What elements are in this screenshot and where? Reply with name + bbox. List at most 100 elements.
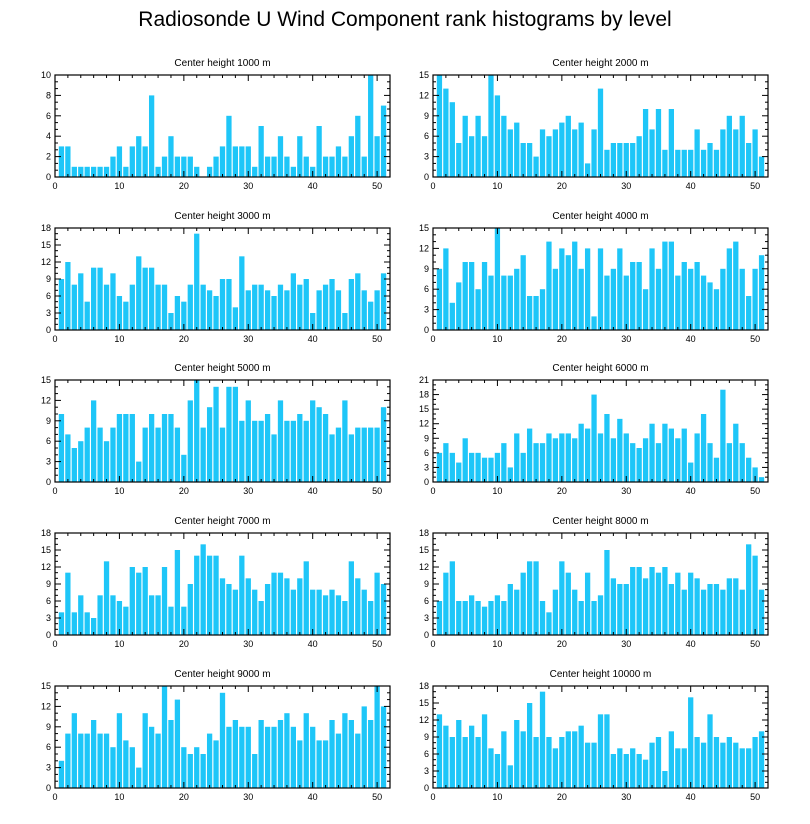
- histogram-bar: [374, 686, 380, 788]
- x-tick-label: 20: [179, 792, 189, 802]
- histogram-bar: [501, 115, 507, 177]
- histogram-bar: [604, 414, 610, 482]
- histogram-bar: [739, 748, 745, 788]
- histogram-bar: [342, 156, 348, 177]
- histogram-bar: [700, 414, 707, 482]
- histogram-bar: [142, 713, 148, 788]
- histogram-bar: [443, 443, 449, 482]
- y-tick-label: 0: [424, 630, 429, 640]
- histogram-bar: [245, 578, 251, 635]
- histogram-bar: [136, 136, 142, 177]
- histogram-bar: [449, 561, 455, 635]
- histogram-bar: [284, 713, 290, 788]
- histogram-bar: [161, 284, 168, 330]
- histogram-bar: [335, 146, 342, 177]
- histogram-bar: [746, 143, 752, 177]
- histogram-bar: [617, 584, 623, 635]
- histogram-bar: [436, 601, 443, 635]
- histogram-bar: [123, 414, 129, 482]
- histogram-bar: [368, 720, 374, 788]
- y-tick-label: 9: [46, 579, 51, 589]
- histogram-bar: [181, 454, 187, 482]
- histogram-bar: [58, 612, 65, 635]
- histogram-bar: [174, 427, 181, 482]
- histogram-bar: [449, 452, 455, 482]
- histogram-bar: [681, 149, 687, 177]
- histogram-bar: [720, 389, 726, 482]
- histogram-bar: [694, 129, 700, 177]
- histogram-bar: [520, 731, 526, 788]
- histogram-bar: [194, 555, 200, 635]
- histogram-bar: [662, 567, 668, 635]
- histogram-bar: [65, 262, 71, 330]
- histogram-bar: [604, 714, 610, 788]
- histogram-bar: [187, 584, 193, 635]
- histogram-bar: [630, 748, 636, 788]
- histogram-bar: [514, 720, 520, 788]
- histogram-bar: [462, 262, 468, 330]
- histogram-bar: [675, 275, 681, 330]
- histogram-bar: [110, 273, 116, 330]
- histogram-bar: [232, 720, 239, 788]
- histogram-bar: [636, 448, 642, 482]
- histogram-bar: [642, 438, 649, 482]
- histogram-bar: [642, 109, 649, 177]
- histogram-bar: [469, 262, 475, 330]
- y-tick-label: 12: [41, 395, 51, 405]
- x-tick-label: 10: [114, 792, 124, 802]
- histogram-bar: [110, 427, 116, 482]
- y-tick-label: 15: [41, 545, 51, 555]
- x-tick-label: 40: [686, 639, 696, 649]
- histogram-bar: [501, 731, 507, 788]
- x-tick-label: 40: [308, 792, 318, 802]
- y-tick-label: 0: [424, 783, 429, 793]
- histogram-bar: [597, 248, 604, 330]
- histogram-bar: [187, 156, 193, 177]
- histogram-bar: [219, 427, 226, 482]
- histogram-bar: [84, 301, 90, 330]
- histogram-bar: [752, 268, 758, 330]
- histogram-bar: [636, 136, 642, 177]
- histogram-bar: [726, 115, 732, 177]
- histogram-bar: [449, 737, 455, 788]
- panel-title: Center height 7000 m: [174, 516, 270, 527]
- x-tick-label: 40: [308, 181, 318, 191]
- histogram-bar: [258, 601, 264, 635]
- histogram-bar: [58, 146, 65, 177]
- histogram-bar: [380, 584, 387, 635]
- histogram-bar: [565, 255, 571, 330]
- histogram-bar: [348, 720, 354, 788]
- x-tick-label: 50: [750, 334, 760, 344]
- histogram-bar: [507, 275, 513, 330]
- histogram-bar: [546, 136, 552, 177]
- histogram-bar: [136, 256, 142, 330]
- histogram-bar: [559, 122, 565, 177]
- histogram-bar: [206, 733, 213, 788]
- histogram-bar: [475, 737, 481, 788]
- histogram-bar: [84, 427, 90, 482]
- histogram-bar: [610, 268, 617, 330]
- plot-frame: [54, 532, 391, 636]
- histogram-bar: [78, 733, 84, 788]
- histogram-bar: [110, 595, 116, 635]
- histogram-bar: [129, 567, 135, 635]
- histogram-bar: [720, 268, 726, 330]
- histogram-bar: [348, 561, 354, 635]
- histogram-bar: [494, 595, 501, 635]
- histogram-bar: [688, 572, 694, 635]
- histogram-bar: [116, 296, 123, 330]
- histogram-bar: [520, 452, 526, 482]
- histogram-bar: [655, 572, 662, 635]
- histogram-bar: [733, 423, 739, 482]
- histogram-bar: [264, 414, 271, 482]
- histogram-bar: [58, 279, 65, 330]
- y-tick-label: 3: [46, 763, 51, 773]
- histogram-bar: [526, 561, 533, 635]
- plot-frame: [432, 532, 769, 636]
- histogram-bar: [559, 561, 565, 635]
- chart-panel-1: Center height 1000 m 0 10 20 30 40 50 0 2 4 6 8 10: [41, 58, 391, 191]
- histogram-bar: [71, 612, 77, 635]
- histogram-bar: [752, 467, 758, 482]
- histogram-bar: [694, 578, 700, 635]
- histogram-bar: [700, 149, 707, 177]
